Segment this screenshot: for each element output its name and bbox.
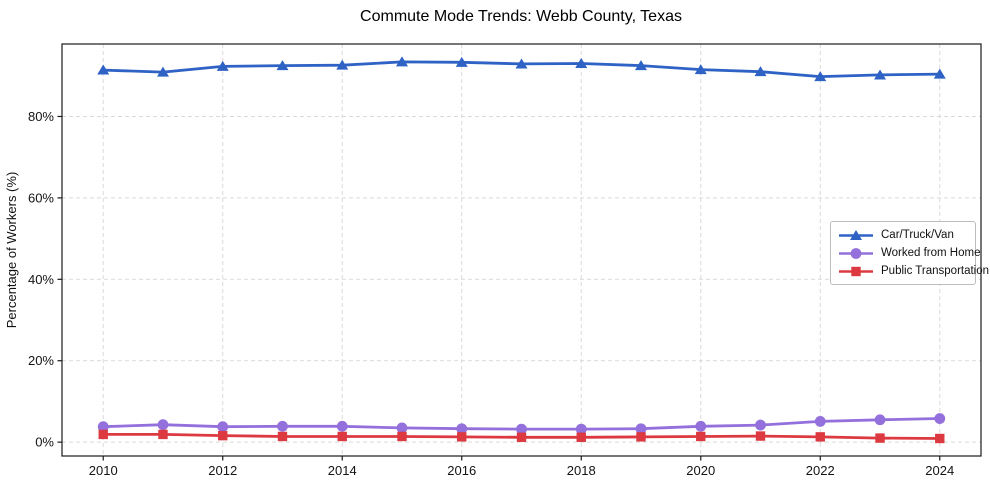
car-truck-van-point (395, 56, 408, 67)
public-transportation-point (98, 429, 108, 440)
worked-from-home-point (456, 423, 468, 435)
car-truck-van-point (216, 60, 229, 71)
x-tick-label: 2012 (208, 463, 237, 478)
public-transportation-point (158, 429, 168, 440)
worked-from-home-point (336, 420, 348, 432)
legend-label: Public Transportation (881, 265, 990, 277)
legend-item-public-transportation: Public Transportation (838, 262, 989, 280)
worked-from-home-point (396, 422, 408, 434)
axes-frame (61, 43, 982, 457)
x-tick-label: 2010 (89, 463, 118, 478)
car-truck-van-point (515, 58, 528, 69)
public-transportation-point (457, 432, 467, 442)
public-transportation-point (935, 433, 945, 444)
public-transportation-point (696, 431, 706, 442)
car-truck-van-point (97, 64, 110, 75)
public-transportation-point (636, 432, 646, 442)
public-transportation-point (397, 431, 407, 442)
car-truck-van-point (694, 64, 707, 75)
y-tick-label: 60% (28, 190, 54, 205)
legend-marker-worked-from-home-icon (839, 247, 873, 259)
worked-from-home-point (217, 421, 229, 433)
worked-from-home-point (814, 415, 826, 427)
y-tick-label: 40% (28, 272, 54, 287)
public-transportation-point (755, 431, 766, 441)
y-tick-label: 20% (28, 353, 54, 368)
worked-from-home-point (874, 414, 886, 426)
x-tick-label: 2014 (328, 463, 357, 478)
car-truck-van-point (276, 60, 289, 71)
car-truck-van-point (575, 58, 588, 69)
y-tick-label: 80% (28, 109, 54, 124)
x-tick-label: 2018 (567, 463, 596, 478)
public-transportation-point (277, 431, 288, 442)
legend-item-car-truck-van: Car/Truck/Van (838, 226, 968, 244)
car-truck-van-point (635, 60, 648, 71)
x-tick-label: 2022 (806, 463, 835, 478)
car-truck-van-point (814, 71, 827, 82)
public-transportation-point (875, 433, 885, 443)
public-transportation-point (337, 431, 347, 442)
legend-marker-public-transportation-icon (839, 266, 873, 276)
x-tick-label: 2016 (447, 463, 476, 478)
y-tick-label: 0% (35, 435, 54, 450)
car-truck-van-point (754, 66, 767, 77)
public-transportation-point (815, 432, 825, 442)
chart-title: Commute Mode Trends: Webb County, Texas (360, 8, 682, 25)
legend-label: Worked from Home (881, 247, 981, 259)
car-truck-van-point (874, 69, 887, 80)
legend-item-worked-from-home: Worked from Home (838, 244, 980, 262)
car-truck-van-point (455, 56, 468, 67)
worked-from-home-point (575, 423, 587, 435)
worked-from-home-point (934, 413, 946, 424)
worked-from-home-point (755, 419, 766, 431)
legend-marker-car-truck-van-icon (839, 229, 873, 240)
public-transportation-point (576, 432, 586, 442)
x-tick-label: 2020 (686, 463, 715, 478)
legend-box: Car/Truck/Van Worked from Home Public Tran… (830, 221, 989, 285)
worked-from-home-point (157, 419, 169, 431)
worked-from-home-point (97, 421, 109, 433)
worked-from-home-point (695, 420, 707, 432)
y-axis-label: Percentage of Workers (%) (4, 172, 19, 329)
worked-from-home-point (635, 423, 647, 435)
car-truck-van-point (933, 68, 946, 79)
x-tick-label: 2024 (925, 463, 954, 478)
public-transportation-point (218, 430, 228, 441)
worked-from-home-point (277, 420, 288, 432)
car-truck-van-point (156, 66, 169, 77)
public-transportation-point (516, 432, 527, 442)
legend-label: Car/Truck/Van (881, 229, 954, 241)
worked-from-home-point (516, 423, 527, 435)
car-truck-van-point (336, 59, 349, 70)
